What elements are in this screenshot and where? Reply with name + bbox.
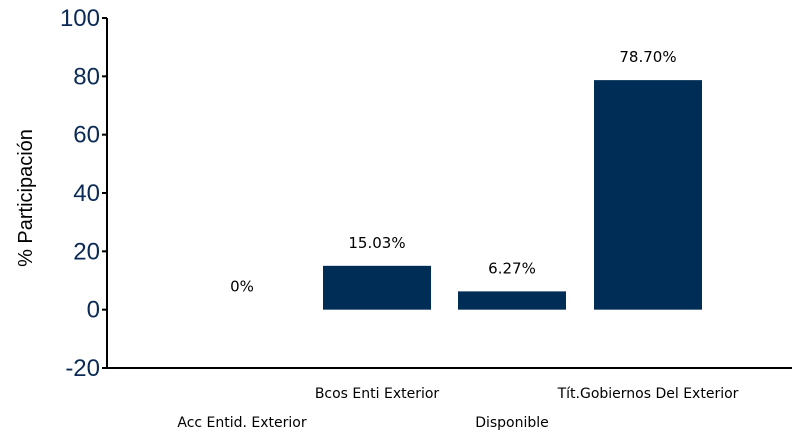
bar <box>458 291 566 310</box>
x-category-label: Tít.Gobiernos Del Exterior <box>557 386 739 402</box>
y-tick-label: 0 <box>87 297 100 324</box>
data-label: 78.70% <box>619 48 676 66</box>
y-tick-label: 100 <box>60 5 100 32</box>
y-axis-label: % Participación <box>15 129 37 267</box>
x-category-label: Disponible <box>475 415 549 431</box>
y-tick-label: -20 <box>65 355 100 382</box>
data-label: 6.27% <box>488 259 536 277</box>
y-tick-label: 40 <box>73 180 100 207</box>
y-tick-label: 20 <box>73 238 100 265</box>
data-label: 0% <box>230 278 254 296</box>
data-label: 15.03% <box>348 234 405 252</box>
x-category-label: Bcos Enti Exterior <box>315 386 440 402</box>
y-tick-label: 60 <box>73 122 100 149</box>
x-category-label: Acc Entid. Exterior <box>177 415 307 431</box>
y-tick-label: 80 <box>73 63 100 90</box>
bar <box>594 80 702 310</box>
bar <box>323 265 431 310</box>
